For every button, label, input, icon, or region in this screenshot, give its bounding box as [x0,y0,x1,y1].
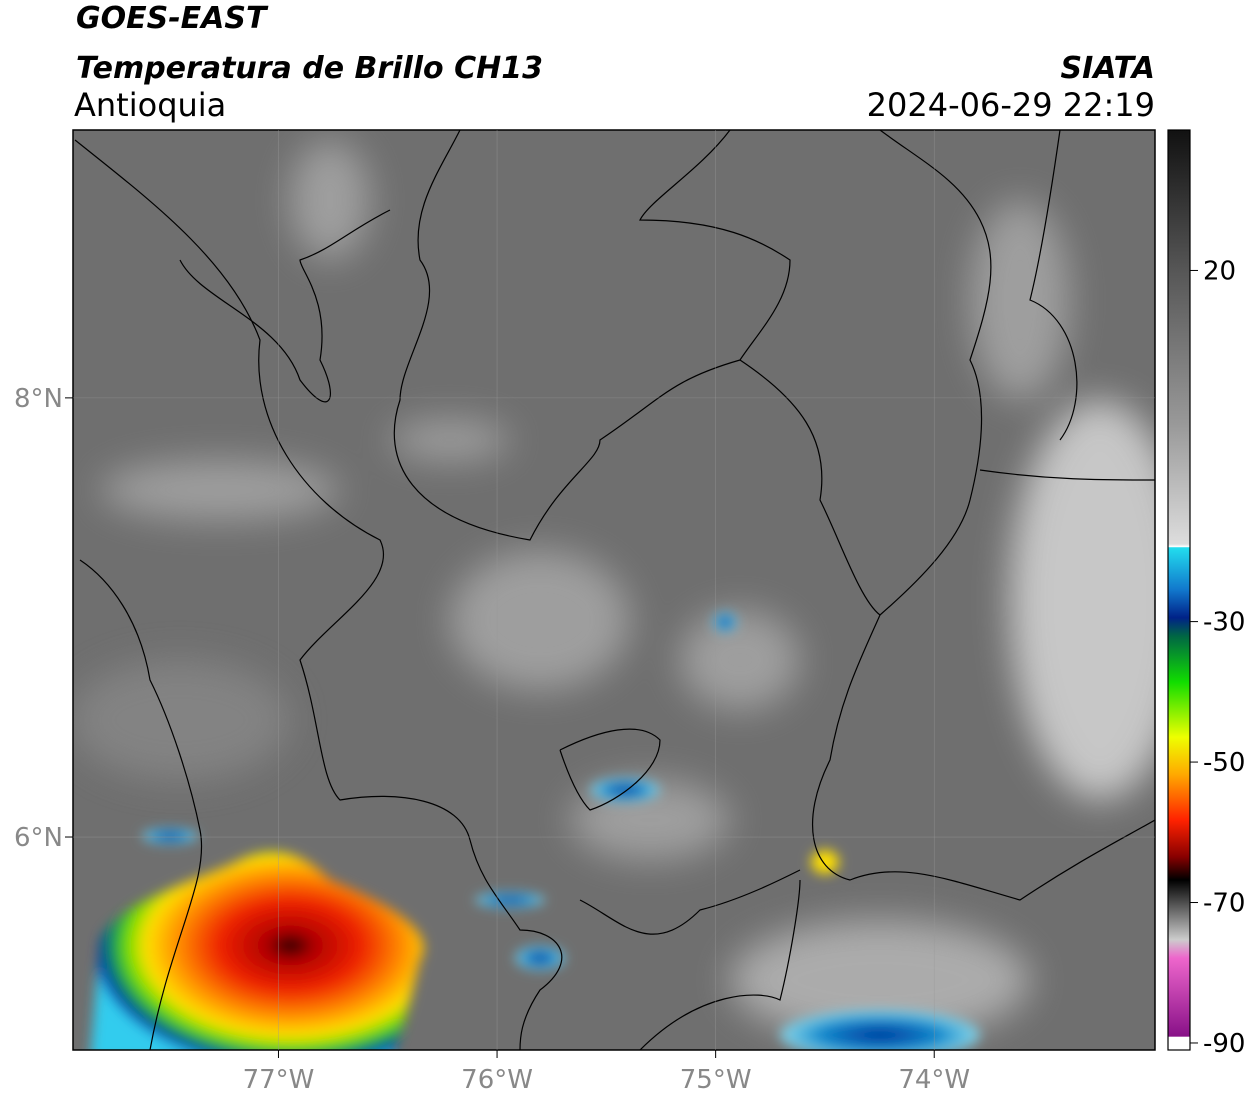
subtitle: Temperatura de Brillo CH13 [76,51,543,86]
map-image [73,130,1155,1050]
x-tick-label: 76°W [461,1065,533,1095]
source: SIATA [1061,51,1155,86]
x-tick-label: 77°W [243,1065,315,1095]
colorbar-tick-label: -30 [1203,608,1245,638]
colorbar-tick-label: -90 [1203,1029,1245,1059]
x-tick-label: 75°W [680,1065,752,1095]
y-tick-label: 8°N [14,384,63,414]
colorbar-tick-label: -50 [1203,748,1245,778]
title: GOES-EAST [76,1,269,36]
region: Antioquia [74,86,226,124]
datetime: 2024-06-29 22:19 [867,86,1155,124]
colorbar [1167,129,1191,1051]
map-frame [72,129,1156,1051]
colorbar-tick-label: -70 [1203,889,1245,919]
colorbar-tick-label: 20 [1203,256,1236,286]
x-tick-label: 74°W [898,1065,970,1095]
y-tick-label: 6°N [14,823,63,853]
